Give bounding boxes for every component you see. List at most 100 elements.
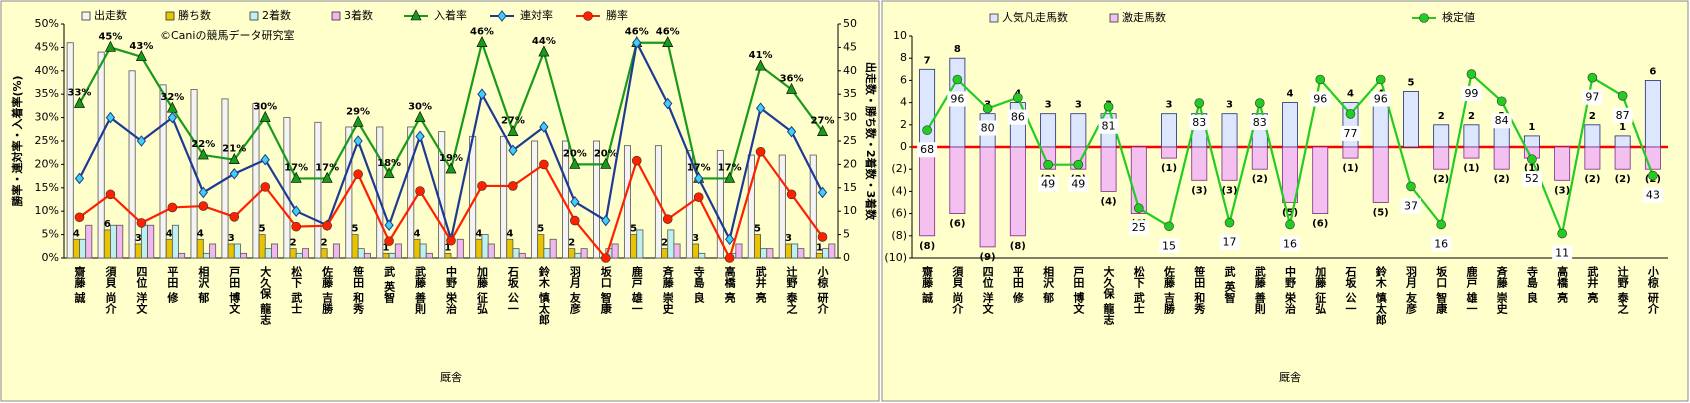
x-tick-label: 鹿戸 雄一: [1465, 265, 1479, 314]
data-label: 36%: [780, 74, 804, 85]
x-tick-label: 羽月 友彦: [568, 266, 582, 315]
data-label-box: [1612, 107, 1633, 123]
marker: [817, 232, 828, 242]
data-label: 4: [413, 228, 420, 239]
data-label-box: [1340, 125, 1361, 141]
x-tick-label: 相沢 郁: [1042, 265, 1056, 304]
data-label: 44%: [532, 36, 556, 47]
data-label: (6): [1312, 219, 1328, 230]
bar: [1372, 102, 1389, 148]
marker: [1648, 170, 1658, 181]
bar: [822, 248, 830, 259]
data-label: 4: [1287, 89, 1294, 100]
marker: [136, 218, 147, 228]
x-tick-label: 武藤 善則: [1253, 265, 1267, 315]
data-label: 6: [1649, 66, 1656, 77]
x-tick-label: 斉藤 崇史: [661, 265, 674, 315]
data-label: (9): [980, 252, 996, 263]
bar: [1161, 113, 1177, 148]
marker: [1406, 181, 1416, 192]
y-tick-label: 5%: [42, 228, 59, 241]
data-label-box: [977, 120, 998, 136]
bar: [979, 146, 996, 248]
marker: [1315, 74, 1326, 85]
marker: [632, 36, 642, 49]
x-tick-label: 中野 栄治: [1284, 265, 1298, 315]
bar: [209, 243, 217, 259]
data-label: 4: [197, 228, 204, 239]
data-label: 19%: [439, 153, 463, 164]
x-tick-label: 四位 洋文: [135, 266, 148, 315]
bar: [357, 248, 365, 259]
data-label: (3): [1191, 185, 1207, 196]
data-label: 32%: [160, 92, 184, 103]
x-tick-label: 武 英智: [383, 265, 397, 304]
marker: [228, 153, 240, 165]
bar: [363, 252, 371, 259]
bar: [345, 126, 353, 259]
data-label: 5: [259, 224, 266, 235]
data-label-box: [1249, 115, 1270, 131]
data-label-box: [1189, 115, 1210, 131]
legend-swatch: [249, 11, 259, 21]
bar: [258, 234, 266, 259]
data-label: 3: [135, 233, 142, 244]
marker: [1134, 203, 1144, 213]
legend-label: 3着数: [344, 8, 373, 22]
marker: [414, 110, 426, 122]
marker: [383, 167, 395, 179]
marker: [1285, 219, 1295, 230]
marker: [724, 253, 735, 263]
x-axis-label: 厩舎: [1279, 371, 1301, 384]
marker: [786, 82, 798, 94]
marker: [600, 253, 611, 263]
bar: [778, 154, 786, 259]
x-tick-label: 齋藤 誠: [921, 265, 935, 304]
x-tick-label: 須貝 尚介: [104, 265, 118, 314]
bar: [623, 145, 631, 259]
bar: [1282, 102, 1298, 148]
bar: [549, 238, 557, 259]
data-label: 1: [444, 242, 451, 253]
bar: [518, 252, 526, 259]
marker: [259, 110, 271, 122]
data-label-box: [1521, 171, 1542, 187]
data-label: 4: [73, 228, 80, 239]
bar: [314, 121, 322, 259]
bar: [580, 248, 588, 259]
data-label: 25: [1132, 221, 1146, 234]
x-tick-label: 斉藤 崇史: [1495, 265, 1508, 315]
data-label: 1: [1528, 122, 1535, 133]
data-label: 87: [1616, 109, 1630, 122]
data-label: 96: [950, 92, 964, 105]
data-label: 2: [290, 238, 297, 249]
data-label-box: [1038, 176, 1059, 192]
x-tick-label: 寺島 良: [692, 265, 705, 304]
bar: [661, 248, 669, 259]
bar: [103, 229, 111, 259]
marker: [290, 171, 302, 183]
bar: [227, 243, 235, 259]
y-tick-label: 30%: [35, 111, 59, 124]
data-label: (6): [949, 219, 965, 230]
data-label-box: [1552, 245, 1573, 261]
y-tick-label: (2): [891, 162, 907, 175]
bar: [1433, 146, 1450, 170]
bar: [1040, 113, 1057, 148]
marker: [446, 235, 456, 246]
x-tick-label: 羽月 友彦: [1404, 266, 1418, 315]
data-label: 80: [981, 121, 995, 134]
data-label: 20%: [594, 148, 618, 159]
marker: [583, 11, 593, 21]
bar: [1221, 113, 1238, 148]
data-label: 37: [1404, 199, 1418, 212]
x-tick-label: 佐藤 吉勝: [321, 265, 335, 315]
bar: [797, 248, 805, 259]
y2-tick-label: 40: [843, 64, 857, 77]
marker: [982, 103, 993, 114]
data-label-box: [1098, 118, 1119, 134]
x-tick-label: 松下 武士: [290, 265, 303, 314]
bar: [531, 140, 539, 259]
data-label: (1): [1161, 163, 1177, 174]
y2-tick-label: 20: [843, 157, 857, 170]
